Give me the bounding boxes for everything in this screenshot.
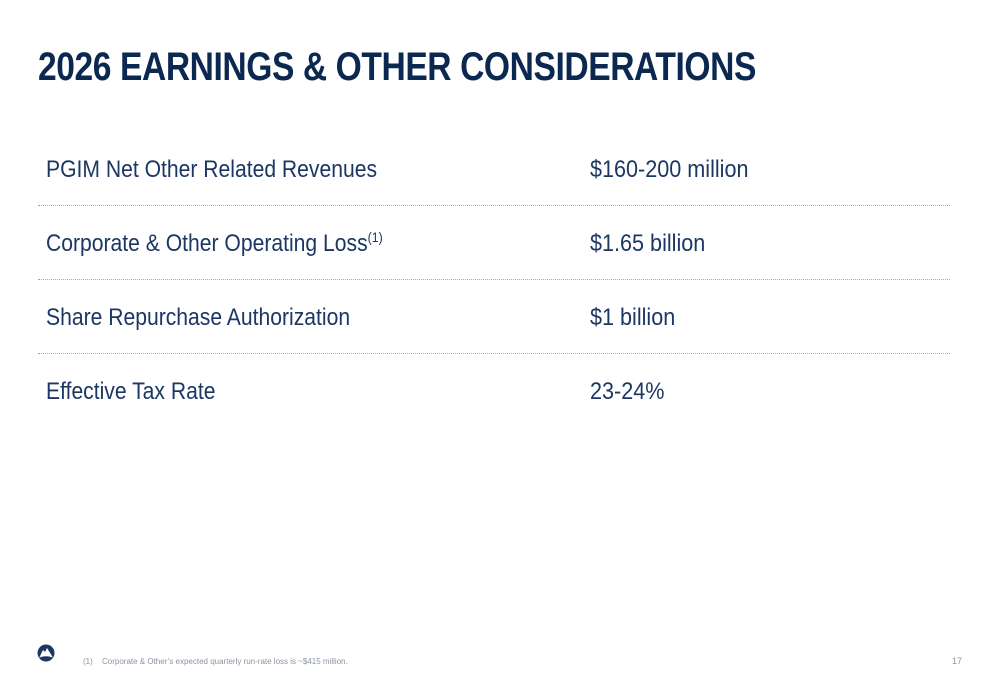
page-number: 17 — [951, 656, 962, 666]
slide-footer: (1) Corporate & Other’s expected quarterl… — [0, 640, 1000, 680]
row-label: Effective Tax Rate — [46, 378, 216, 405]
considerations-table: PGIM Net Other Related Revenues $160-200… — [38, 132, 950, 427]
footnote-reference: (1) — [367, 229, 383, 245]
footnote-number: (1) — [83, 657, 93, 666]
table-row: Effective Tax Rate 23-24% — [38, 354, 950, 427]
table-row: Corporate & Other Operating Loss(1) $1.6… — [38, 206, 950, 280]
row-value: $1.65 billion — [590, 230, 706, 257]
row-value: $1 billion — [590, 304, 676, 331]
table-row: PGIM Net Other Related Revenues $160-200… — [38, 132, 950, 206]
row-label: Corporate & Other Operating Loss(1) — [46, 229, 383, 257]
row-value: 23-24% — [590, 378, 665, 405]
footnote-text: Corporate & Other’s expected quarterly r… — [102, 657, 348, 666]
rock-logo-icon — [37, 644, 55, 662]
row-label: PGIM Net Other Related Revenues — [46, 156, 378, 183]
footnote: (1) Corporate & Other’s expected quarterl… — [83, 656, 348, 667]
table-row: Share Repurchase Authorization $1 billio… — [38, 280, 950, 354]
row-label: Share Repurchase Authorization — [46, 304, 351, 331]
row-value: $160-200 million — [590, 156, 749, 183]
slide-title: 2026 EARNINGS & OTHER CONSIDERATIONS — [38, 45, 756, 89]
